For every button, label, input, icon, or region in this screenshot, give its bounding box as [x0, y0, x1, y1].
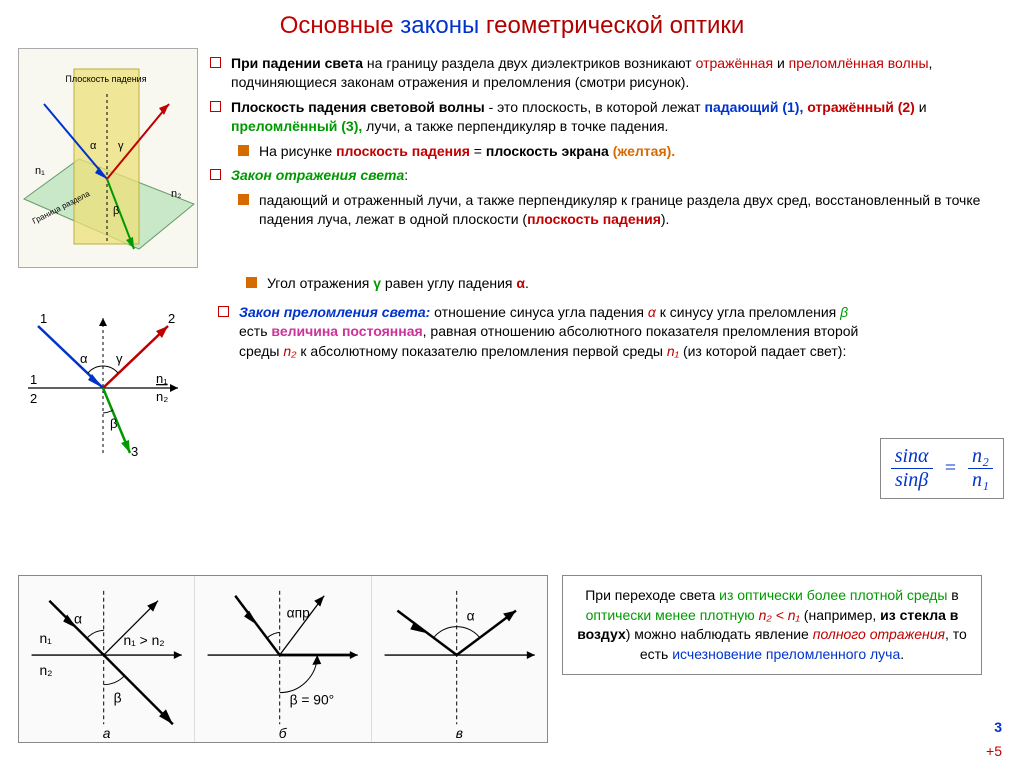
page-number: 3	[994, 719, 1002, 735]
svg-text:а: а	[103, 725, 111, 741]
bullet-2: Плоскость падения световой волны - это п…	[231, 98, 1006, 136]
svg-text:в: в	[455, 725, 462, 741]
title-w1: Основные	[280, 12, 394, 39]
svg-text:n₁: n₁	[156, 371, 168, 386]
bullet-3b: Угол отражения γ равен углу падения α.	[267, 274, 529, 293]
bullet-1: При падении света на границу раздела дву…	[231, 54, 1006, 92]
svg-text:2: 2	[30, 391, 37, 406]
bullet-icon	[210, 169, 221, 180]
svg-text:αпр: αпр	[287, 605, 310, 621]
svg-text:α: α	[80, 351, 88, 366]
svg-text:β = 90°: β = 90°	[290, 691, 335, 707]
svg-text:n₁ > n₂: n₁ > n₂	[123, 632, 164, 648]
title-w2: законы	[400, 12, 479, 39]
svg-text:б: б	[279, 725, 288, 741]
svg-text:γ: γ	[116, 351, 123, 366]
svg-text:1: 1	[30, 372, 37, 387]
figure-3d-plane: Плоскость падения α γ β n₁ n₂ Граница ра…	[18, 48, 198, 268]
sub-bullet-icon	[238, 145, 249, 156]
svg-text:n₁: n₁	[39, 630, 52, 646]
bullet-icon	[218, 306, 229, 317]
bullet-3a: падающий и отраженный лучи, а также перп…	[259, 191, 1006, 229]
figure-2d-rays: 1 2 3 1 2 n₁ n₂ α γ β	[18, 308, 188, 458]
sub-bullet-icon	[238, 194, 249, 205]
bullet-3: Закон отражения света:	[231, 166, 408, 185]
svg-text:β: β	[110, 416, 117, 431]
page-title: Основные законы геометрической оптики	[0, 0, 1024, 48]
svg-text:α: α	[90, 140, 97, 152]
sub-bullet-icon	[246, 277, 257, 288]
title-w3: геометрической оптики	[486, 12, 744, 39]
bullet-4: Закон преломления света: отношение синус…	[239, 303, 859, 362]
svg-text:β: β	[113, 205, 119, 217]
bullet-icon	[210, 101, 221, 112]
bullet-icon	[210, 57, 221, 68]
bullet-2a: На рисунке плоскость падения = плоскость…	[259, 142, 675, 161]
svg-text:n₂: n₂	[156, 389, 168, 404]
svg-text:α: α	[466, 607, 474, 623]
svg-text:Плоскость падения: Плоскость падения	[65, 74, 146, 84]
snell-formula: sinαsinβ = n₂n₁	[880, 438, 1004, 499]
svg-text:n₁: n₁	[35, 165, 45, 177]
main-bullets: При падении света на границу раздела дву…	[210, 48, 1006, 268]
svg-text:β: β	[114, 689, 122, 705]
svg-text:2: 2	[168, 311, 175, 326]
total-reflection-note: При переходе света из оптически более пл…	[562, 575, 982, 675]
rating-badge: +5	[986, 743, 1002, 759]
figure-three-cases: α β n₁ n₂ n₁ > n₂ а	[18, 575, 548, 743]
svg-text:1: 1	[40, 311, 47, 326]
svg-text:γ: γ	[118, 140, 124, 152]
svg-text:α: α	[74, 610, 82, 626]
svg-text:n₂: n₂	[171, 188, 181, 200]
svg-text:3: 3	[131, 444, 138, 458]
svg-text:n₂: n₂	[39, 662, 52, 678]
